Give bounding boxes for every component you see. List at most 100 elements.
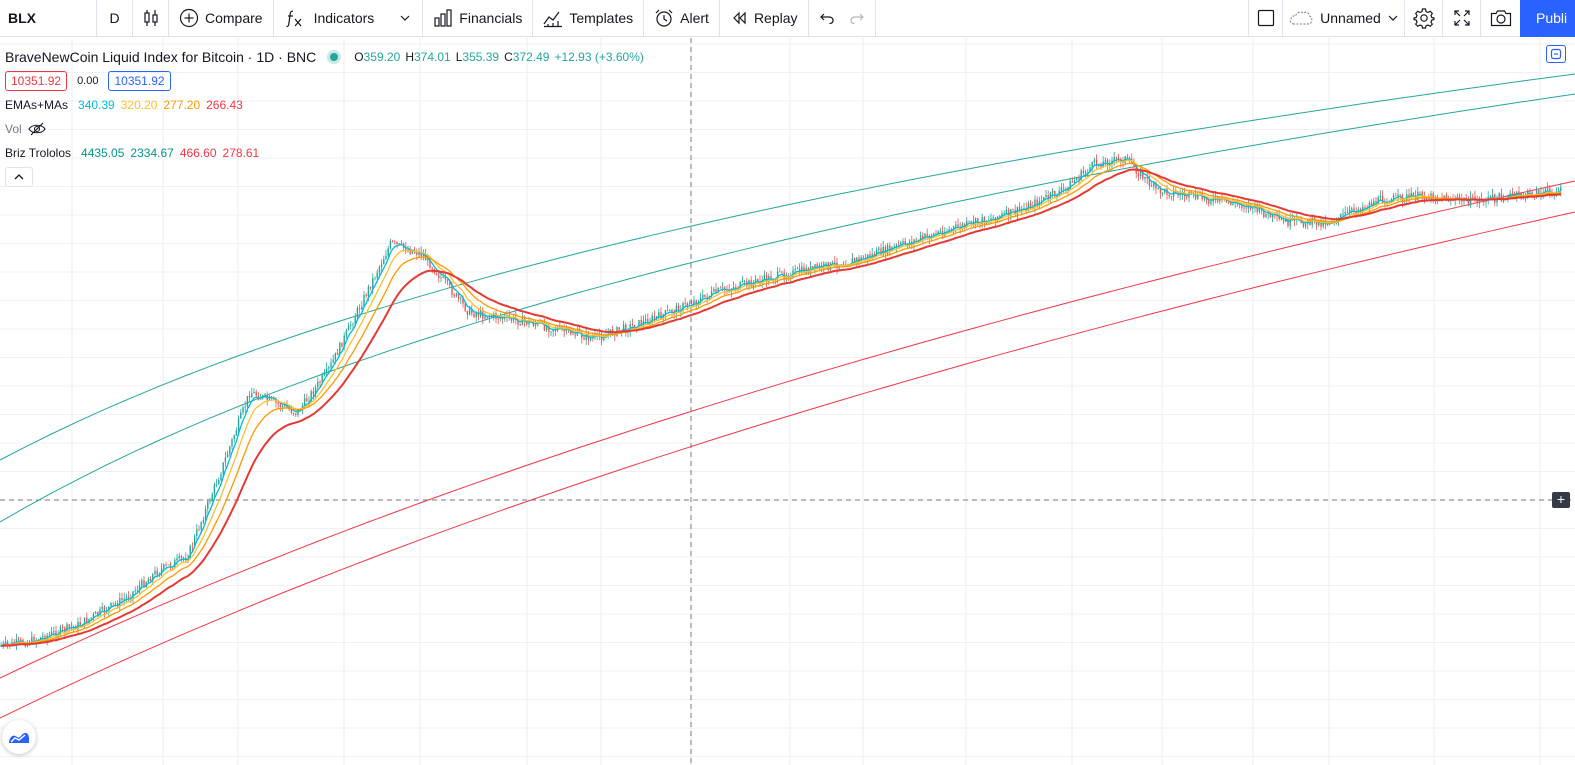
candle-body	[422, 254, 425, 256]
candle-body	[1410, 192, 1412, 197]
chart-pane[interactable]	[0, 38, 1575, 765]
indicator-row-briz[interactable]: Briz Trololos 4435.05 2334.67 466.60 278…	[5, 141, 644, 165]
candle-body	[154, 570, 156, 574]
candle-body	[471, 308, 473, 314]
indicators-button[interactable]: Indicators	[274, 0, 424, 37]
undo-redo-group	[809, 0, 876, 37]
compare-label: Compare	[205, 10, 263, 26]
redo-icon[interactable]	[849, 10, 865, 26]
legend-collapse-button[interactable]	[5, 167, 33, 187]
candle-body	[770, 276, 772, 281]
save-layout-button[interactable]: Unnamed	[1282, 0, 1404, 37]
candle-body	[570, 330, 572, 335]
sell-price-button[interactable]: 10351.92	[5, 71, 68, 91]
ma-long-line	[0, 168, 1562, 647]
price-chart[interactable]	[0, 38, 1575, 765]
tradingview-logo[interactable]	[2, 720, 36, 754]
candle-body	[1007, 209, 1010, 217]
chevron-down-icon	[1388, 15, 1398, 21]
alert-button[interactable]: Alert	[644, 0, 720, 37]
candle-body	[950, 229, 953, 230]
candle-body	[532, 322, 535, 326]
indicator-row-emas[interactable]: EMAs+MAs 340.39 320.20 277.20 266.43	[5, 93, 644, 117]
candle-body	[792, 270, 794, 278]
candle-body	[1069, 181, 1071, 191]
symbol-search-button[interactable]: BLX	[0, 0, 97, 37]
candle-body	[460, 297, 462, 299]
chevron-down-icon	[400, 15, 410, 21]
indicator-row-volume[interactable]: Vol	[5, 117, 644, 141]
candle-body	[884, 247, 887, 255]
candle-body	[600, 336, 603, 341]
candle-body	[174, 560, 176, 568]
buy-price-button[interactable]: 10351.92	[108, 71, 171, 91]
candle-body	[473, 313, 475, 317]
candle-body	[1087, 171, 1089, 173]
candle-body	[112, 602, 114, 604]
compare-button[interactable]: Compare	[169, 0, 274, 37]
templates-button[interactable]: Templates	[533, 0, 645, 37]
candle-body	[211, 494, 213, 502]
publish-button[interactable]: Publi	[1520, 0, 1575, 37]
candle-body	[1073, 180, 1076, 183]
candle-body	[165, 564, 167, 566]
snapshot-button[interactable]	[1480, 0, 1520, 37]
market-status-dot[interactable]	[330, 53, 339, 61]
candle-body	[444, 276, 447, 280]
candle-body	[704, 294, 706, 297]
toolbar-spacer	[876, 0, 1248, 37]
candle-body	[952, 226, 955, 230]
indicator-value: 466.60	[179, 146, 217, 160]
undo-icon[interactable]	[819, 10, 835, 26]
candle-body	[858, 257, 860, 262]
candle-body	[121, 598, 123, 601]
candle-body	[163, 564, 165, 569]
symbol-legend-row[interactable]: BraveNewCoin Liquid Index for Bitcoin · …	[5, 45, 644, 69]
candle-body	[732, 287, 735, 290]
candle-body	[589, 337, 592, 341]
fullscreen-button[interactable]	[1442, 0, 1480, 37]
trade-row: 10351.92 0.00 10351.92	[5, 69, 644, 93]
financials-button[interactable]: Financials	[423, 0, 534, 37]
replay-button[interactable]: Replay	[720, 0, 809, 37]
select-layout-button[interactable]	[1248, 0, 1282, 37]
candle-body	[825, 262, 827, 264]
candle-body	[1392, 195, 1395, 200]
candle-body	[794, 268, 796, 271]
candle-body	[125, 596, 128, 599]
candle-body	[893, 246, 895, 248]
candle-body	[363, 294, 365, 307]
interval-button[interactable]: D	[97, 0, 133, 37]
chart-style-button[interactable]	[133, 0, 169, 37]
candle-body	[1106, 159, 1109, 166]
crosshair-add-button[interactable]: +	[1552, 492, 1570, 508]
candle-body	[198, 529, 200, 531]
chart-settings-button[interactable]	[1404, 0, 1442, 37]
candle-body	[1447, 200, 1450, 202]
candle-body	[548, 326, 550, 332]
candle-body	[345, 330, 348, 336]
candle-body	[1546, 188, 1549, 190]
candle-body	[352, 324, 354, 326]
ohlc-values: O359.20 H374.01 L355.39 C372.49 +12.93 (…	[354, 50, 644, 64]
candle-body	[1491, 194, 1494, 197]
candle-body	[550, 331, 552, 333]
candle-body	[526, 321, 528, 325]
candle-body	[4, 641, 7, 644]
candle-body	[554, 330, 557, 331]
candle-body	[343, 335, 345, 348]
candle-body	[224, 457, 227, 463]
candle-body	[1082, 170, 1085, 173]
candle-body	[523, 317, 526, 322]
candle-body	[237, 418, 240, 431]
candle-body	[367, 286, 370, 297]
object-tree-button[interactable]	[1546, 45, 1566, 63]
candle-body	[1280, 219, 1283, 221]
candle-body	[281, 406, 284, 408]
candle-body	[354, 317, 356, 325]
candle-body	[889, 245, 891, 251]
candle-body	[851, 258, 854, 264]
layout-name: Unnamed	[1320, 10, 1381, 26]
candle-body	[1139, 170, 1142, 177]
eye-off-icon[interactable]	[28, 122, 46, 136]
